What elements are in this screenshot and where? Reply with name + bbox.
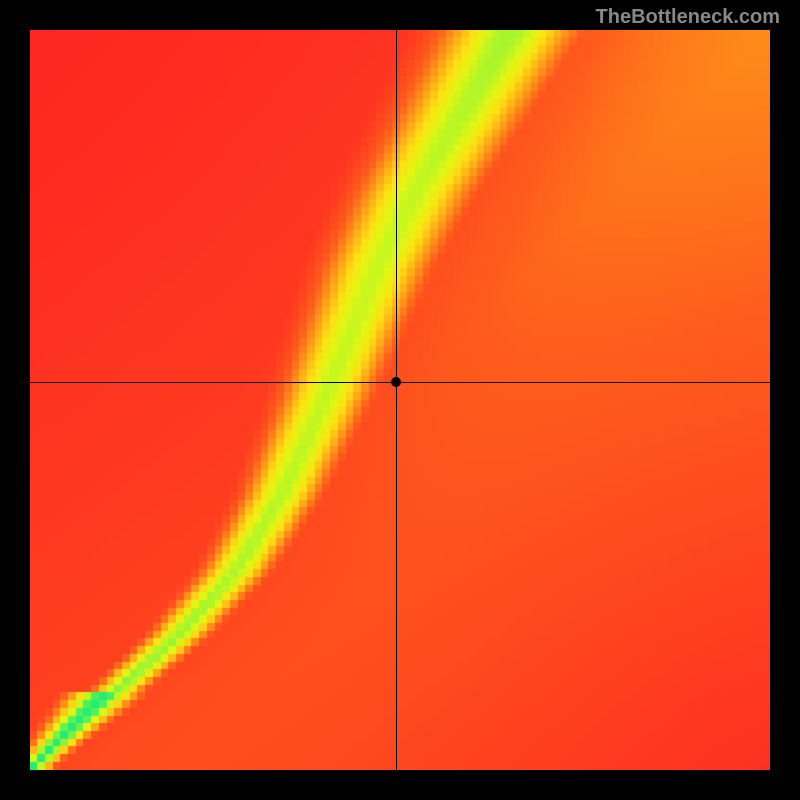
heatmap-plot [30,30,770,770]
chart-container: TheBottleneck.com [0,0,800,800]
watermark-text: TheBottleneck.com [596,6,780,29]
crosshair-vertical [396,30,397,770]
crosshair-marker [391,377,401,387]
heatmap-canvas [30,30,770,770]
